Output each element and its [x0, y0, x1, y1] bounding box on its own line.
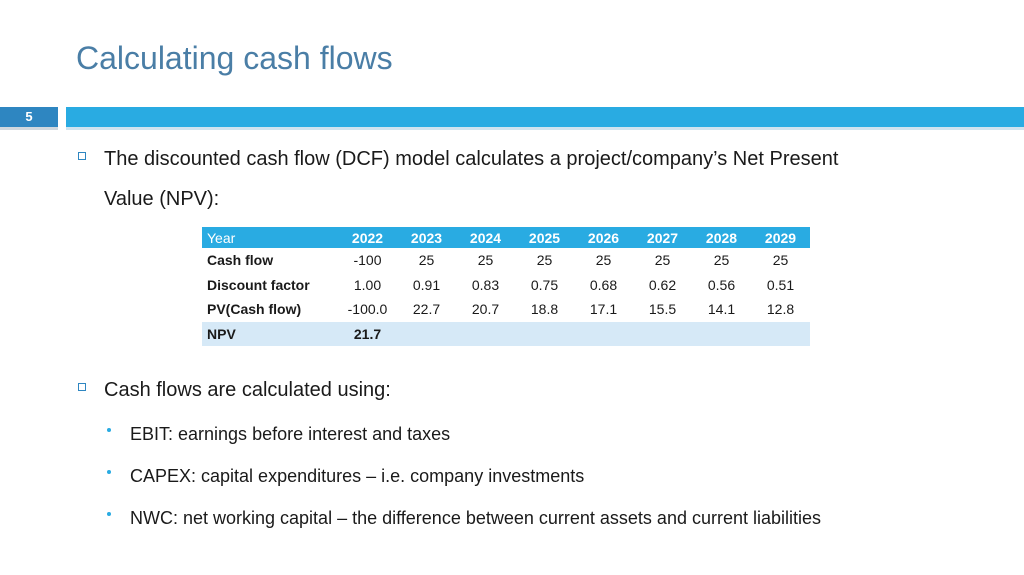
- table-header-year-label: Year: [202, 227, 338, 248]
- row-label: Discount factor: [202, 272, 338, 298]
- dot-bullet-icon: [107, 512, 111, 516]
- table-cell: 20.7: [456, 297, 515, 323]
- table-cell-empty: [397, 321, 456, 347]
- table-header-year: 2028: [692, 227, 751, 248]
- table-cell: 1.00: [338, 272, 397, 298]
- table-cell-empty: [574, 321, 633, 347]
- bullet-cash-flows: Cash flows are calculated using:: [104, 379, 391, 401]
- table-cell: 25: [515, 248, 574, 274]
- table-row-pv-cash-flow: PV(Cash flow) -100.0 22.7 20.7 18.8 17.1…: [202, 297, 810, 323]
- table-header-year: 2026: [574, 227, 633, 248]
- table-row-cash-flow: Cash flow -100 25 25 25 25 25 25 25: [202, 248, 810, 274]
- table-cell: 0.91: [397, 272, 456, 298]
- table-cell-empty: [515, 321, 574, 347]
- table-cell: 25: [692, 248, 751, 274]
- header-accent-bar-shadow: [66, 127, 1024, 130]
- table-cell: 22.7: [397, 297, 456, 323]
- npv-value: 21.7: [338, 321, 397, 347]
- dot-bullet-icon: [107, 428, 111, 432]
- table-header-year: 2025: [515, 227, 574, 248]
- table-cell-empty: [692, 321, 751, 347]
- table-cell: 0.62: [633, 272, 692, 298]
- table-cell: 25: [633, 248, 692, 274]
- table-cell-empty: [633, 321, 692, 347]
- table-cell: 25: [574, 248, 633, 274]
- table-cell: -100.0: [338, 297, 397, 323]
- table-header-year: 2023: [397, 227, 456, 248]
- table-cell: 0.83: [456, 272, 515, 298]
- table-header-year: 2022: [338, 227, 397, 248]
- dot-bullet-icon: [107, 470, 111, 474]
- header-accent-bar: [66, 107, 1024, 127]
- table-cell: 0.56: [692, 272, 751, 298]
- table-header-year: 2029: [751, 227, 810, 248]
- slide-title: Calculating cash flows: [76, 40, 393, 76]
- sub-bullet-nwc: NWC: net working capital – the differenc…: [130, 508, 822, 528]
- table-cell-empty: [751, 321, 810, 347]
- square-bullet-icon: [78, 152, 86, 160]
- sub-bullet-ebit: EBIT: earnings before interest and taxes: [130, 424, 451, 444]
- row-label: PV(Cash flow): [202, 297, 338, 323]
- bullet-dcf-line2: Value (NPV):: [104, 188, 220, 210]
- table-cell: 15.5: [633, 297, 692, 323]
- table-cell: 18.8: [515, 297, 574, 323]
- table-cell: 0.75: [515, 272, 574, 298]
- bullet-dcf-line1: The discounted cash flow (DCF) model cal…: [104, 148, 839, 170]
- dcf-table: Year 2022 2023 2024 2025 2026 2027 2028 …: [202, 227, 810, 347]
- slide-number: 5: [0, 107, 58, 127]
- table-header-row: Year 2022 2023 2024 2025 2026 2027 2028 …: [202, 227, 810, 248]
- table-header-year: 2024: [456, 227, 515, 248]
- table-header-year: 2027: [633, 227, 692, 248]
- npv-label: NPV: [202, 321, 338, 347]
- slide-number-label: 5: [25, 109, 33, 124]
- row-label: Cash flow: [202, 248, 338, 274]
- table-cell: 17.1: [574, 297, 633, 323]
- table-row-discount-factor: Discount factor 1.00 0.91 0.83 0.75 0.68…: [202, 272, 810, 298]
- sub-bullet-capex: CAPEX: capital expenditures – i.e. compa…: [130, 466, 585, 486]
- table-cell: 0.51: [751, 272, 810, 298]
- table-row-npv: NPV 21.7: [202, 321, 810, 347]
- table-cell: 25: [397, 248, 456, 274]
- table-cell: 25: [456, 248, 515, 274]
- slide-number-shadow: [0, 127, 58, 130]
- table-cell: -100: [338, 248, 397, 274]
- table-cell: 12.8: [751, 297, 810, 323]
- square-bullet-icon: [78, 383, 86, 391]
- table-cell: 14.1: [692, 297, 751, 323]
- table-cell: 25: [751, 248, 810, 274]
- table-cell: 0.68: [574, 272, 633, 298]
- table-cell-empty: [456, 321, 515, 347]
